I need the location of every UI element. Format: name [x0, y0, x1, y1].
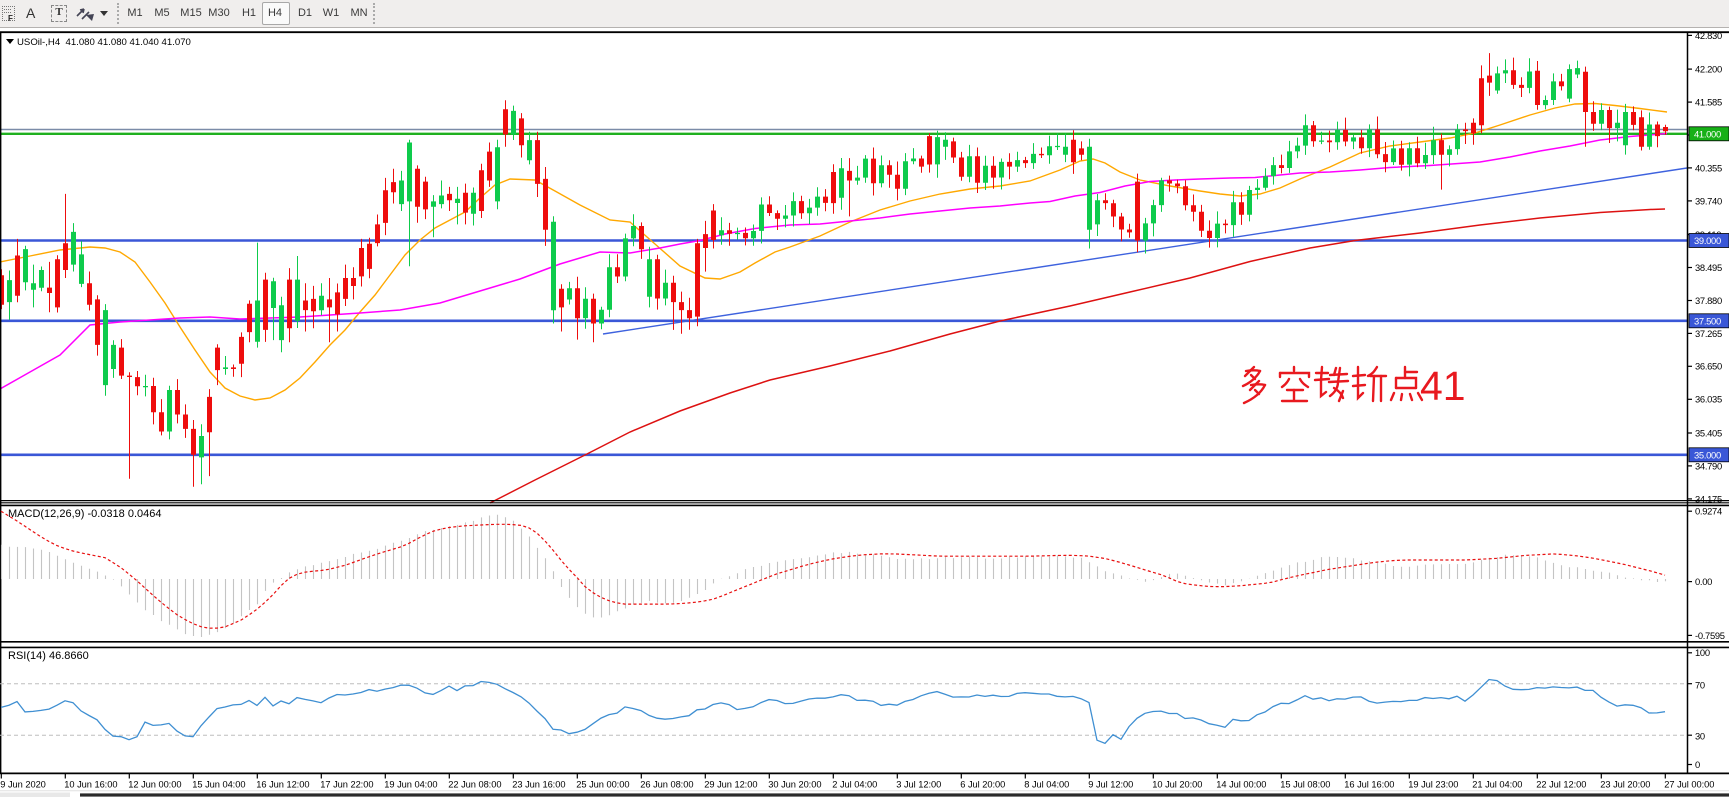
svg-text:35.405: 35.405: [1695, 427, 1722, 438]
svg-text:39.000: 39.000: [1694, 235, 1721, 246]
svg-text:30 Jun 20:00: 30 Jun 20:00: [768, 780, 821, 790]
svg-text:10 Jul 20:00: 10 Jul 20:00: [1152, 780, 1202, 790]
svg-text:25 Jun 00:00: 25 Jun 00:00: [576, 780, 629, 790]
svg-text:36.650: 36.650: [1695, 361, 1722, 372]
svg-text:37.880: 37.880: [1695, 295, 1722, 306]
svg-text:22 Jul 12:00: 22 Jul 12:00: [1536, 780, 1586, 790]
svg-text:15 Jul 08:00: 15 Jul 08:00: [1280, 780, 1330, 790]
svg-text:21 Jul 04:00: 21 Jul 04:00: [1472, 780, 1522, 790]
svg-text:17 Jun 22:00: 17 Jun 22:00: [320, 780, 373, 790]
svg-text:9 Jul 12:00: 9 Jul 12:00: [1088, 780, 1133, 790]
svg-text:0.9274: 0.9274: [1695, 506, 1722, 517]
svg-text:USOil-,H4 41.080 41.080 41.04: USOil-,H4 41.080 41.080 41.040 41.070: [17, 37, 191, 48]
svg-text:34.790: 34.790: [1695, 460, 1722, 471]
svg-text:41.585: 41.585: [1695, 97, 1722, 108]
svg-text:39.740: 39.740: [1695, 195, 1722, 206]
svg-text:100: 100: [1695, 647, 1710, 658]
svg-text:37.500: 37.500: [1694, 315, 1721, 326]
svg-text:37.265: 37.265: [1695, 328, 1722, 339]
svg-text:19 Jul 23:00: 19 Jul 23:00: [1408, 780, 1458, 790]
svg-text:35.000: 35.000: [1694, 449, 1721, 460]
svg-text:16 Jul 16:00: 16 Jul 16:00: [1344, 780, 1394, 790]
svg-text:30: 30: [1695, 730, 1705, 741]
svg-text:41: 41: [1420, 363, 1466, 409]
svg-text:9 Jun 2020: 9 Jun 2020: [0, 780, 46, 790]
svg-text:41.000: 41.000: [1694, 128, 1721, 139]
svg-text:27 Jul 00:00: 27 Jul 00:00: [1664, 780, 1714, 790]
svg-text:36.035: 36.035: [1695, 394, 1722, 405]
svg-text:22 Jun 08:00: 22 Jun 08:00: [448, 780, 501, 790]
svg-text:23 Jul 20:00: 23 Jul 20:00: [1600, 780, 1650, 790]
svg-text:26 Jun 08:00: 26 Jun 08:00: [640, 780, 693, 790]
svg-text:38.495: 38.495: [1695, 262, 1722, 273]
svg-text:0.00: 0.00: [1695, 576, 1712, 587]
svg-text:42.830: 42.830: [1695, 30, 1722, 41]
svg-text:MACD(12,26,9) -0.0318 0.0464: MACD(12,26,9) -0.0318 0.0464: [8, 508, 161, 520]
svg-text:15 Jun 04:00: 15 Jun 04:00: [192, 780, 245, 790]
svg-text:70: 70: [1695, 679, 1705, 690]
svg-text:42.200: 42.200: [1695, 64, 1722, 75]
svg-text:RSI(14) 46.8660: RSI(14) 46.8660: [8, 650, 89, 662]
svg-text:2 Jul 04:00: 2 Jul 04:00: [832, 780, 877, 790]
svg-text:40.355: 40.355: [1695, 162, 1722, 173]
svg-text:23 Jun 16:00: 23 Jun 16:00: [512, 780, 565, 790]
svg-text:14 Jul 00:00: 14 Jul 00:00: [1216, 780, 1266, 790]
svg-text:0: 0: [1695, 759, 1700, 770]
svg-text:29 Jun 12:00: 29 Jun 12:00: [704, 780, 757, 790]
svg-text:6 Jul 20:00: 6 Jul 20:00: [960, 780, 1005, 790]
svg-text:-0.7595: -0.7595: [1695, 630, 1725, 641]
svg-text:19 Jun 04:00: 19 Jun 04:00: [384, 780, 437, 790]
svg-text:8 Jul 04:00: 8 Jul 04:00: [1024, 780, 1069, 790]
svg-text:12 Jun 00:00: 12 Jun 00:00: [128, 780, 181, 790]
svg-text:34.175: 34.175: [1695, 493, 1722, 504]
svg-text:3 Jul 12:00: 3 Jul 12:00: [896, 780, 941, 790]
svg-text:16 Jun 12:00: 16 Jun 12:00: [256, 780, 309, 790]
svg-text:10 Jun 16:00: 10 Jun 16:00: [64, 780, 117, 790]
